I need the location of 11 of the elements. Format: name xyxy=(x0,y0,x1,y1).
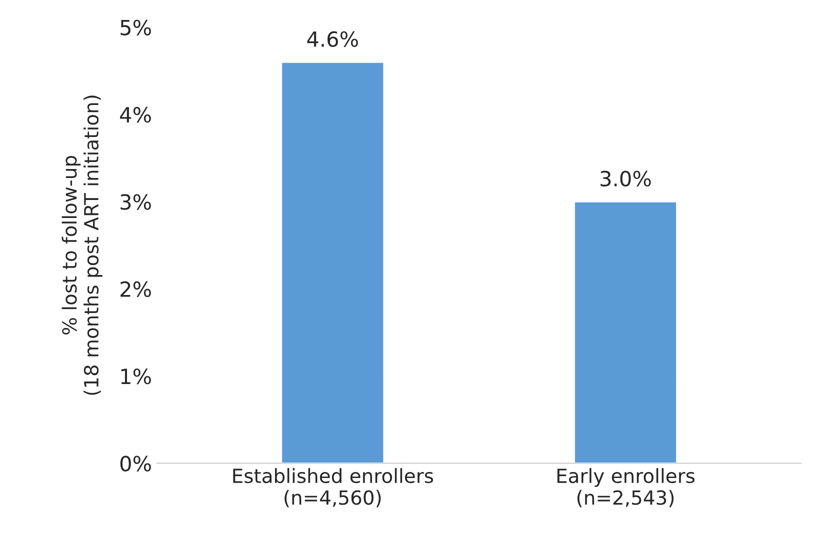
x-tick-label: Early enrollers (n=2,543) xyxy=(557,468,695,508)
y-tick-label: 5% xyxy=(120,20,151,36)
y-tick-label: 2% xyxy=(120,281,151,298)
y-tick-label: 3% xyxy=(120,194,151,210)
data-label: 3.0% xyxy=(600,170,651,186)
data-label: 4.6% xyxy=(307,31,358,47)
y-tick-label: 4% xyxy=(120,106,151,123)
y-axis-title: % lost to follow-up (18 months post ART initiation) xyxy=(62,96,102,395)
y-tick-label: 1% xyxy=(121,368,151,384)
y-tick-label: 0% xyxy=(120,456,151,472)
x-tick-label: Established enrollers (n=4,560) xyxy=(233,468,434,508)
